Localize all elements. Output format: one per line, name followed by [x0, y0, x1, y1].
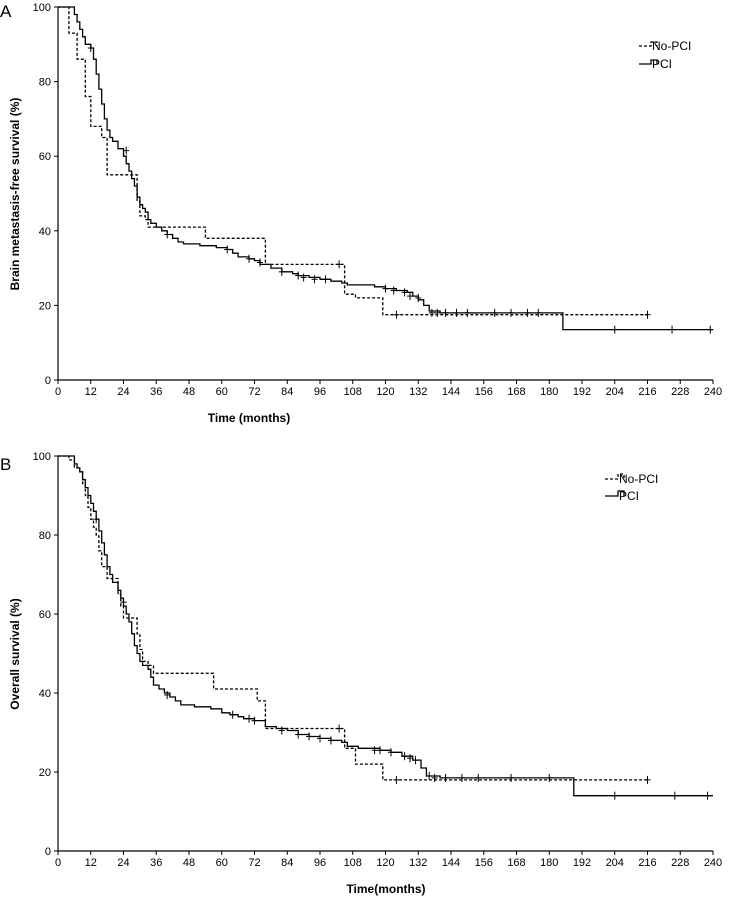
panel-a-x-tick-label: 156: [475, 386, 493, 398]
panel-a-x-tick-label: 240: [704, 386, 722, 398]
panel-b-x-tick-label: 72: [248, 857, 260, 869]
panel-a-pci-curve: [58, 6, 713, 331]
panel-a-y-tick-label: 80: [39, 77, 51, 89]
panel-b-pci-curve: [58, 455, 713, 797]
panel-b-x-tick-label: 0: [55, 857, 61, 869]
panel-a-x-tick-label: 84: [281, 386, 293, 398]
panel-a-curves: [58, 6, 714, 334]
panel-a-y-tick-label: 0: [45, 375, 51, 387]
panel-a-x-tick-label: 48: [183, 386, 195, 398]
panel-a-axes: 0 12 24 36 48 60 72 84 96 108 120 132 144 156 168 180 19…: [33, 2, 723, 398]
panel-b-legend-pci-label: PCI: [619, 489, 639, 503]
panel-a-label: A: [0, 2, 12, 21]
panel-a-x-tick-label: 180: [540, 386, 558, 398]
panel-a-x-tick-label: 204: [606, 386, 624, 398]
panel-a-legend-no-pci-swatch: [639, 41, 658, 47]
panel-b-y-axis-title: Overall survival (%): [8, 598, 22, 709]
panel-b: B Time(months) Overall survival (%) 0 12 2…: [0, 451, 722, 896]
panel-a-y-tick-label: 20: [39, 300, 51, 312]
panel-b-y-tick-label: 80: [39, 530, 51, 542]
panel-b-y-tick-label: 20: [39, 767, 51, 779]
panel-b-x-tick-label: 120: [376, 857, 394, 869]
panel-b-x-axis-title: Time(months): [346, 882, 425, 896]
panel-b-x-tick-label: 156: [475, 857, 493, 869]
panel-a-x-tick-label: 108: [344, 386, 362, 398]
panel-b-y-tick-label: 60: [39, 609, 51, 621]
panel-a-y-tick-label: 40: [39, 226, 51, 238]
panel-b-x-tick-label: 240: [704, 857, 722, 869]
panel-a-x-axis-title: Time (months): [208, 411, 290, 425]
panel-a-legend: No-PCI PCI: [639, 39, 691, 71]
panel-a-no-pci-curve: [58, 6, 648, 316]
panel-a-x-tick-label: 96: [314, 386, 326, 398]
panel-b-y-tick-label: 0: [45, 846, 51, 858]
panel-b-x-tick-label: 192: [573, 857, 591, 869]
panel-a-x-tick-label: 12: [85, 386, 97, 398]
panel-b-x-tick-label: 144: [442, 857, 460, 869]
panel-a-x-tick-label: 144: [442, 386, 460, 398]
panel-b-y-tick-label: 40: [39, 688, 51, 700]
panel-b-x-tick-label: 96: [314, 857, 326, 869]
panel-b-no-pci-curve: [58, 455, 648, 781]
panel-a-x-tick-label: 72: [248, 386, 260, 398]
panel-a-legend-no-pci-label: No-PCI: [652, 39, 691, 53]
panel-b-label: B: [0, 455, 11, 474]
panel-b-x-tick-label: 228: [671, 857, 689, 869]
panel-b-x-tick-label: 108: [344, 857, 362, 869]
panel-a-x-tick-label: 0: [55, 386, 61, 398]
panel-b-x-tick-label: 132: [409, 857, 427, 869]
panel-b-legend-no-pci-swatch: [605, 473, 625, 480]
panel-a-y-tick-label: 60: [39, 151, 51, 163]
panel-b-y-tick-label: 100: [33, 451, 51, 463]
panel-b-x-tick-label: 216: [638, 857, 656, 869]
panel-a: A Time (months) Brain metastasis-free su…: [0, 2, 722, 425]
panel-b-x-tick-label: 24: [117, 857, 129, 869]
panel-a-x-tick-label: 132: [409, 386, 427, 398]
panel-b-x-tick-label: 84: [281, 857, 293, 869]
panel-b-x-tick-label: 180: [540, 857, 558, 869]
panel-b-x-tick-label: 36: [150, 857, 162, 869]
panel-a-x-tick-label: 228: [671, 386, 689, 398]
panel-a-x-tick-label: 120: [376, 386, 394, 398]
panel-b-x-tick-label: 204: [606, 857, 624, 869]
panel-b-x-tick-label: 48: [183, 857, 195, 869]
panel-a-x-tick-label: 60: [216, 386, 228, 398]
panel-b-legend-pci-swatch: [605, 490, 625, 497]
panel-b-x-tick-label: 168: [507, 857, 525, 869]
panel-b-x-tick-label: 60: [216, 857, 228, 869]
panel-b-legend-no-pci-label: No-PCI: [619, 472, 658, 486]
panel-a-legend-pci-label: PCI: [652, 57, 672, 71]
panel-a-x-tick-label: 168: [507, 386, 525, 398]
panel-b-curves: [58, 455, 713, 800]
panel-b-legend: No-PCI PCI: [605, 472, 658, 503]
panel-a-x-tick-label: 192: [573, 386, 591, 398]
panel-a-legend-pci-swatch: [639, 59, 658, 65]
panel-a-x-tick-label: 36: [150, 386, 162, 398]
panel-a-y-axis-title: Brain metastasis-free survival (%): [8, 98, 22, 291]
panel-a-x-tick-label: 24: [117, 386, 129, 398]
panel-a-x-tick-label: 216: [638, 386, 656, 398]
panel-a-y-tick-label: 100: [33, 2, 51, 14]
panel-b-axes: 0 12 24 36 48 60 72 84 96 108 120 132 144 156 168 180 19…: [33, 451, 723, 869]
panel-b-x-tick-label: 12: [85, 857, 97, 869]
